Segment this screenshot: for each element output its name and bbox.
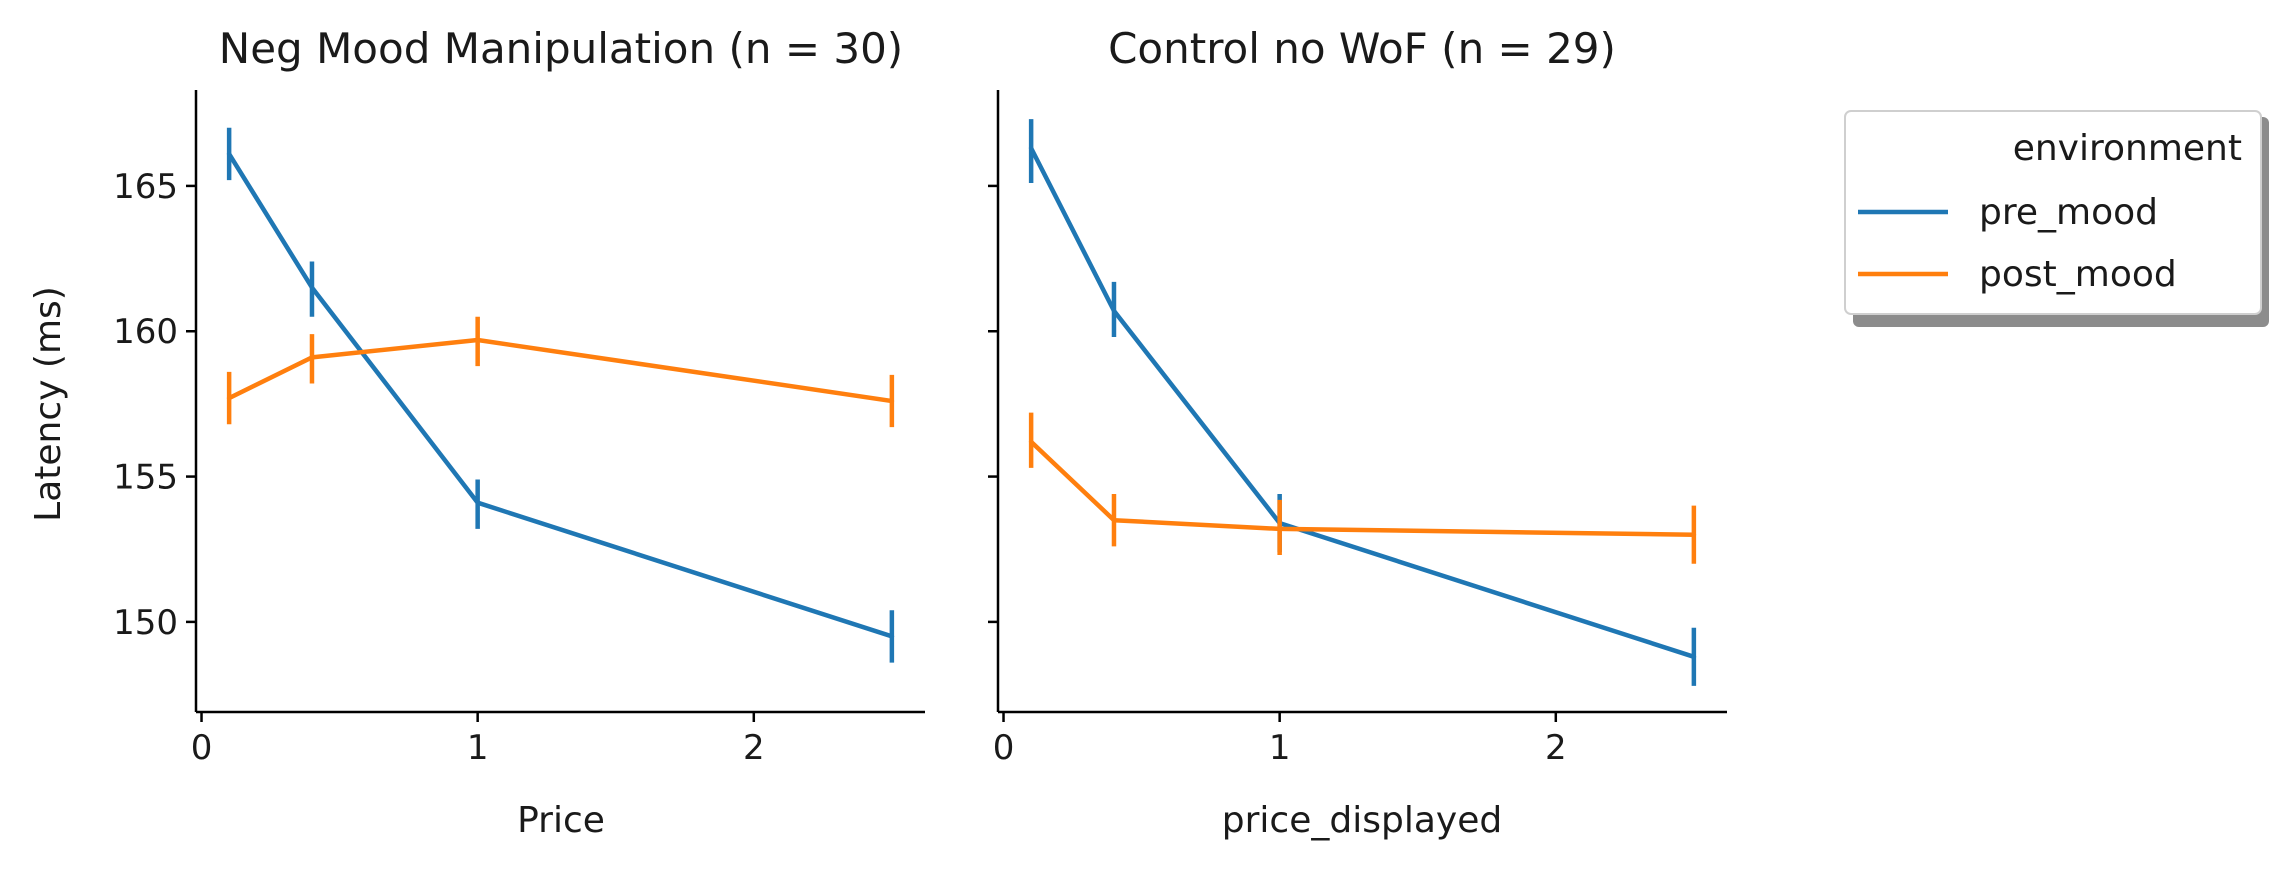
x-tick-label: 1 bbox=[467, 728, 489, 768]
x-tick-label: 0 bbox=[191, 728, 213, 768]
chart-legend: environment pre_mood post_mood bbox=[1844, 110, 2269, 327]
legend-title: environment bbox=[2013, 128, 2242, 169]
chart-panel-neg-mood: Neg Mood Manipulation (n = 30) Price Lat… bbox=[28, 24, 925, 841]
plot-area: 0 1 2 bbox=[988, 90, 1727, 768]
series-line-pre-mood bbox=[226, 151, 895, 639]
x-tick-label: 2 bbox=[1545, 728, 1567, 768]
series-line-post-mood bbox=[1028, 439, 1697, 537]
x-axis-label: price_displayed bbox=[1222, 800, 1502, 841]
x-axis-label: Price bbox=[517, 800, 605, 841]
legend-label-post-mood: post_mood bbox=[1979, 254, 2177, 295]
series-line-post-mood bbox=[226, 337, 895, 404]
chart-panel-control: Control no WoF (n = 29) price_displayed … bbox=[988, 24, 1727, 841]
series-line-pre-mood bbox=[1028, 145, 1697, 660]
y-tick-label: 160 bbox=[113, 312, 178, 352]
y-tick-label: 150 bbox=[113, 603, 178, 643]
legend-box bbox=[1844, 110, 2262, 315]
chart-title: Neg Mood Manipulation (n = 30) bbox=[219, 24, 903, 73]
y-tick-label: 165 bbox=[113, 167, 178, 207]
x-tick-label: 2 bbox=[743, 728, 765, 768]
chart-title: Control no WoF (n = 29) bbox=[1108, 24, 1616, 73]
y-axis-label: Latency (ms) bbox=[28, 286, 69, 522]
y-tick-label: 155 bbox=[113, 458, 178, 498]
legend-label-pre-mood: pre_mood bbox=[1979, 192, 2158, 233]
x-tick-label: 1 bbox=[1269, 728, 1291, 768]
plot-area: 0 1 2 150 155 160 165 bbox=[113, 90, 925, 768]
x-tick-label: 0 bbox=[993, 728, 1015, 768]
